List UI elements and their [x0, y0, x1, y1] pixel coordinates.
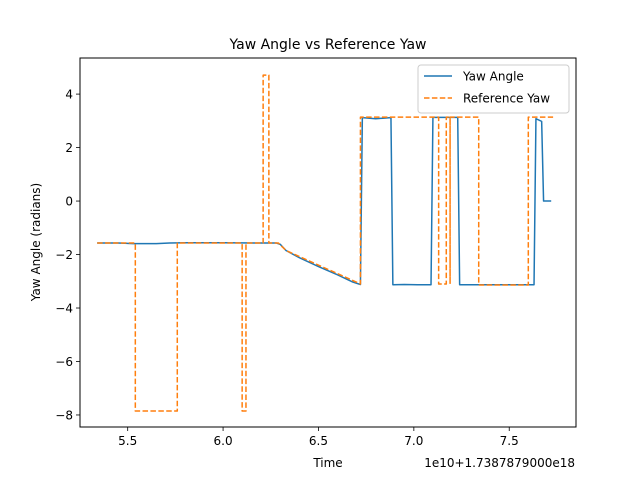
chart-title: Yaw Angle vs Reference Yaw	[228, 37, 426, 53]
legend-label-yaw-angle: Yaw Angle	[462, 70, 524, 84]
series-layer	[97, 74, 554, 412]
y-axis-ticks: −8 −6 −4 −2 0 2 4	[55, 88, 80, 422]
y-tick-label: −4	[55, 302, 73, 316]
y-tick-label: 0	[65, 195, 73, 209]
y-tick-label: −2	[55, 248, 73, 262]
x-axis-label: Time	[312, 456, 342, 470]
legend-label-reference-yaw: Reference Yaw	[463, 92, 550, 106]
x-tick-label: 5.5	[118, 434, 137, 448]
y-tick-label: −8	[55, 408, 73, 422]
x-tick-label: 7.5	[500, 434, 519, 448]
y-axis-label: Yaw Angle (radians)	[29, 183, 43, 302]
legend-box	[417, 64, 570, 114]
series-line-reference-yaw	[97, 74, 554, 412]
x-tick-label: 6.5	[309, 434, 328, 448]
legend: Yaw Angle Reference Yaw	[417, 64, 570, 114]
axes-frame	[79, 57, 577, 428]
x-tick-label: 7.0	[404, 434, 423, 448]
y-tick-label: 4	[65, 88, 73, 102]
y-tick-label: 2	[65, 141, 73, 155]
x-tick-label: 6.0	[214, 434, 233, 448]
y-tick-label: −6	[55, 355, 73, 369]
x-axis-ticks: 5.5 6.0 6.5 7.0 7.5	[118, 427, 519, 448]
x-axis-offset-label: 1e10+1.7387879000e18	[424, 456, 575, 470]
